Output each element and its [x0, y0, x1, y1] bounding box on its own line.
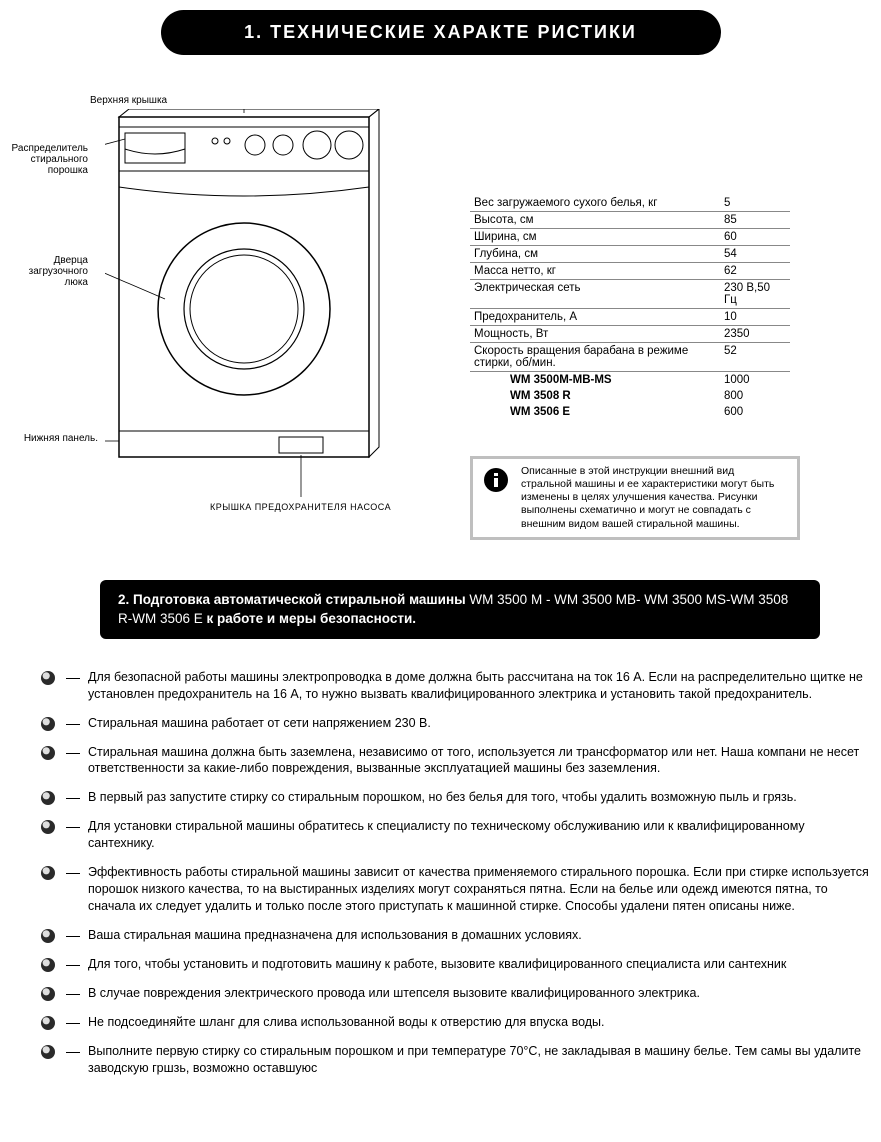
leader-dash [66, 994, 80, 995]
leader-dash [66, 827, 80, 828]
spec-value: 2350 [720, 326, 790, 343]
section-tech-specs: Верхняя крышка Распределитель стиральног… [0, 95, 881, 540]
leader-dash [66, 724, 80, 725]
spec-row: Масса нетто, кг62 [470, 263, 790, 280]
safety-item: Стиральная машина работает от сети напря… [40, 715, 873, 732]
sphere-bullet-icon [40, 745, 58, 761]
spec-name: Высота, см [470, 212, 720, 229]
label-dispenser: Распределитель стирального порошка [10, 143, 88, 176]
spec-name: Вес загружаемого сухого белья, кг [470, 195, 720, 212]
spec-model-row: WM 3500M-MB-MS1000 [470, 372, 790, 389]
spec-name: Масса нетто, кг [470, 263, 720, 280]
spec-row: Вес загружаемого сухого белья, кг5 [470, 195, 790, 212]
spec-value: 54 [720, 246, 790, 263]
spec-name: Предохранитель, А [470, 309, 720, 326]
spec-model-name: WM 3508 R [470, 388, 720, 404]
spec-row: Скорость вращения барабана в режиме стир… [470, 343, 790, 372]
safety-text: Эффективность работы стиральной машины з… [88, 864, 873, 915]
spec-model-row: WM 3506 E600 [470, 404, 790, 420]
header2-lead: 2. Подготовка автоматической стиральной … [118, 592, 469, 607]
safety-item: Для установки стиральной машины обратите… [40, 818, 873, 852]
safety-item: Не подсоединяйте шланг для слива использ… [40, 1014, 873, 1031]
info-note-text: Описанные в этой инструкции внешний вид … [521, 465, 787, 531]
safety-item: Эффективность работы стиральной машины з… [40, 864, 873, 915]
spec-row: Электрическая сеть230 В,50 Гц [470, 280, 790, 309]
spec-row: Глубина, см54 [470, 246, 790, 263]
section-header-1: 1. ТЕХНИЧЕСКИЕ ХАРАКТЕ РИСТИКИ [161, 10, 721, 55]
spec-model-value: 1000 [720, 372, 790, 389]
spec-model-name: WM 3506 E [470, 404, 720, 420]
label-bottom-panel: Нижняя панель. [10, 433, 98, 444]
spec-value: 60 [720, 229, 790, 246]
leader-dash [66, 678, 80, 679]
spec-name: Мощность, Вт [470, 326, 720, 343]
safety-item: Для того, чтобы установить и подготовить… [40, 956, 873, 973]
label-pump-cover: КРЫШКА ПРЕДОХРАНИТЕЛЯ НАСОСА [210, 503, 391, 513]
safety-text: В случае повреждения электрического пров… [88, 985, 700, 1002]
leader-dash [66, 965, 80, 966]
spec-model-name: WM 3500M-MB-MS [470, 372, 720, 389]
spec-row: Ширина, см60 [470, 229, 790, 246]
safety-text: Стиральная машина должна быть заземлена,… [88, 744, 873, 778]
sphere-bullet-icon [40, 716, 58, 732]
safety-item: Выполните первую стирку со стиральным по… [40, 1043, 873, 1077]
header2-tail: к работе и меры безопасности. [207, 611, 416, 626]
spec-model-value: 600 [720, 404, 790, 420]
sphere-bullet-icon [40, 819, 58, 835]
safety-item: В случае повреждения электрического пров… [40, 985, 873, 1002]
safety-text: Стиральная машина работает от сети напря… [88, 715, 431, 732]
spec-value: 62 [720, 263, 790, 280]
sphere-bullet-icon [40, 670, 58, 686]
leader-dash [66, 1052, 80, 1053]
safety-list: Для безопасной работы машины электропров… [0, 669, 881, 1077]
safety-item: Для безопасной работы машины электропров… [40, 669, 873, 703]
leader-dash [66, 873, 80, 874]
sphere-bullet-icon [40, 1044, 58, 1060]
leader-dash [66, 936, 80, 937]
spec-row: Предохранитель, А10 [470, 309, 790, 326]
spec-name: Глубина, см [470, 246, 720, 263]
spec-model-value: 800 [720, 388, 790, 404]
safety-text: Не подсоединяйте шланг для слива использ… [88, 1014, 605, 1031]
spec-column: Вес загружаемого сухого белья, кг5Высота… [440, 95, 871, 540]
safety-text: В первый раз запустите стирку со стираль… [88, 789, 797, 806]
spec-name: Скорость вращения барабана в режиме стир… [470, 343, 720, 372]
spec-value: 85 [720, 212, 790, 229]
safety-item: В первый раз запустите стирку со стираль… [40, 789, 873, 806]
info-icon [483, 467, 511, 497]
label-top-cover: Верхняя крышка [90, 95, 167, 106]
sphere-bullet-icon [40, 790, 58, 806]
info-note-box: Описанные в этой инструкции внешний вид … [470, 456, 800, 540]
safety-item: Стиральная машина должна быть заземлена,… [40, 744, 873, 778]
leader-dash [66, 753, 80, 754]
safety-text: Для установки стиральной машины обратите… [88, 818, 873, 852]
sphere-bullet-icon [40, 1015, 58, 1031]
spec-value: 10 [720, 309, 790, 326]
spec-row: Мощность, Вт2350 [470, 326, 790, 343]
safety-text: Ваша стиральная машина предназначена для… [88, 927, 582, 944]
safety-text: Выполните первую стирку со стиральным по… [88, 1043, 873, 1077]
safety-text: Для того, чтобы установить и подготовить… [88, 956, 786, 973]
leader-dash [66, 798, 80, 799]
washing-machine-diagram [105, 109, 395, 504]
spec-model-row: WM 3508 R800 [470, 388, 790, 404]
spec-value: 52 [720, 343, 790, 372]
label-door: Дверца загрузочного люка [10, 255, 88, 288]
diagram-column: Верхняя крышка Распределитель стиральног… [10, 95, 440, 540]
spec-table: Вес загружаемого сухого белья, кг5Высота… [470, 195, 790, 420]
spec-name: Электрическая сеть [470, 280, 720, 309]
spec-row: Высота, см85 [470, 212, 790, 229]
leader-dash [66, 1023, 80, 1024]
sphere-bullet-icon [40, 986, 58, 1002]
sphere-bullet-icon [40, 928, 58, 944]
sphere-bullet-icon [40, 865, 58, 881]
safety-item: Ваша стиральная машина предназначена для… [40, 927, 873, 944]
spec-value: 230 В,50 Гц [720, 280, 790, 309]
sphere-bullet-icon [40, 957, 58, 973]
spec-value: 5 [720, 195, 790, 212]
safety-text: Для безопасной работы машины электропров… [88, 669, 873, 703]
section-header-2: 2. Подготовка автоматической стиральной … [100, 580, 820, 639]
spec-name: Ширина, см [470, 229, 720, 246]
